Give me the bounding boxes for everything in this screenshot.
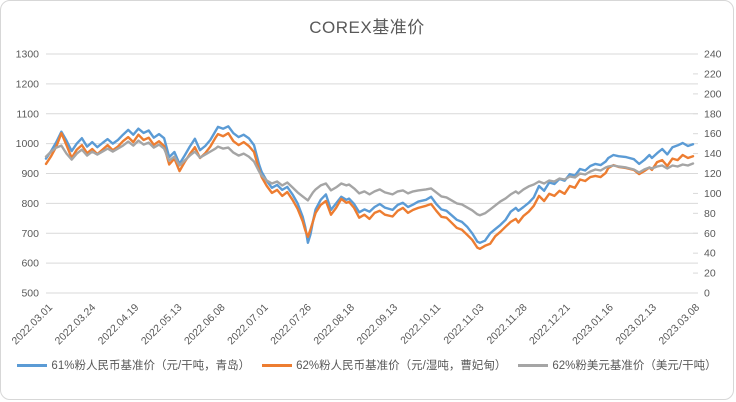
legend-item-2: 62%粉美元基准价（美元/干吨） — [518, 357, 717, 373]
legend-line-swatch — [518, 363, 549, 367]
y-axis-left-tick-label: 1200 — [16, 78, 40, 90]
x-axis-tick-label: 2022.08.18 — [311, 302, 357, 348]
y-axis-left: 500 600 700 800 900 1000 1100 1200 1300 — [16, 49, 40, 300]
legend-item-0: 61%粉人民币基准价（元/干吨，青岛） — [17, 357, 250, 373]
y-axis-right-tick-label: 100 — [704, 188, 722, 200]
y-axis-left-tick-label: 1100 — [16, 108, 39, 120]
legend: 61%粉人民币基准价（元/干吨，青岛） 62%粉人民币基准价（元/湿吨，曹妃甸） 6… — [1, 357, 733, 373]
x-axis: 2022.03.012022.03.242022.04.192022.05.13… — [9, 302, 702, 348]
legend-line-swatch — [17, 363, 48, 367]
x-axis-tick-label: 2022.12.21 — [527, 302, 573, 348]
legend-item-1: 62%粉人民币基准价（元/湿吨，曹妃甸） — [262, 357, 506, 373]
y-axis-right-tick-label: 0 — [704, 288, 710, 300]
x-axis-tick-label: 2023.01.16 — [570, 302, 616, 348]
y-axis-left-tick-label: 600 — [21, 258, 39, 270]
y-axis-right-tick-label: 20 — [704, 268, 716, 280]
x-axis-tick-label: 2023.02.13 — [613, 302, 659, 348]
x-axis-tick-label: 2022.06.08 — [182, 302, 228, 348]
y-axis-right: 0 20 40 60 80 100 120 140 160 180 200 220 240 — [693, 49, 722, 300]
x-axis-tick-label: 2022.03.01 — [9, 302, 55, 348]
y-axis-right-tick-label: 160 — [704, 128, 722, 140]
y-axis-left-tick-label: 900 — [21, 168, 39, 180]
chart-title: COREX基准价 — [309, 18, 425, 37]
y-axis-right-tick-label: 40 — [704, 248, 716, 260]
y-axis-left-tick-label: 500 — [21, 288, 39, 300]
x-axis-tick-label: 2022.11.03 — [441, 302, 486, 347]
x-axis-tick-label: 2022.07.01 — [225, 302, 271, 348]
series-line-1 — [44, 131, 695, 251]
y-axis-right-tick-label: 60 — [704, 228, 716, 240]
x-axis-tick-label: 2022.09.13 — [355, 302, 401, 348]
y-axis-right-tick-label: 140 — [704, 148, 722, 160]
y-axis-right-tick-label: 240 — [704, 49, 722, 61]
x-axis-tick-label: 2023.03.08 — [656, 302, 702, 348]
x-axis-tick-label: 2022.07.26 — [268, 302, 314, 348]
y-axis-left-tick-label: 700 — [21, 228, 39, 240]
y-axis-left-tick-label: 800 — [21, 198, 39, 210]
legend-line-swatch — [262, 363, 293, 367]
gridlines — [46, 53, 698, 294]
y-axis-left-tick-label: 1000 — [16, 138, 40, 150]
x-axis-tick-label: 2022.04.19 — [96, 302, 142, 348]
legend-label: 62%粉美元基准价（美元/干吨） — [552, 360, 717, 372]
y-axis-right-tick-label: 180 — [704, 108, 722, 120]
y-axis-right-tick-label: 80 — [704, 208, 716, 220]
series-line-2 — [44, 139, 695, 217]
y-axis-right-tick-label: 120 — [704, 168, 722, 180]
y-axis-right-tick-label: 200 — [704, 88, 722, 100]
y-axis-left-tick-label: 1300 — [16, 49, 40, 61]
series-line-0 — [44, 125, 695, 245]
x-axis-tick-label: 2022.11.28 — [484, 302, 529, 347]
y-axis-right-tick-label: 220 — [704, 68, 722, 80]
x-axis-tick-label: 2022.03.24 — [53, 302, 99, 348]
x-axis-tick-label: 2022.05.13 — [139, 302, 185, 348]
x-axis-tick-label: 2022.10.11 — [398, 302, 443, 347]
legend-label: 61%粉人民币基准价（元/干吨，青岛） — [51, 360, 251, 372]
legend-label: 62%粉人民币基准价（元/湿吨，曹妃甸） — [296, 360, 507, 372]
